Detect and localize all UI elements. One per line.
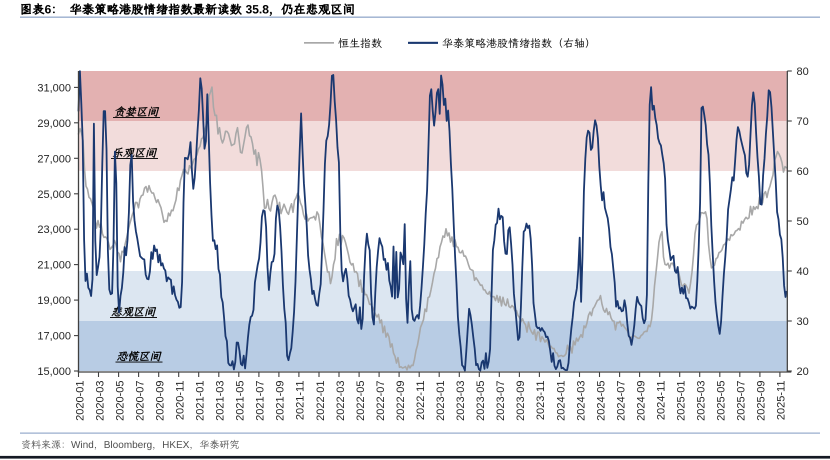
svg-text:2021-05: 2021-05 — [235, 381, 247, 421]
svg-text:2020-05: 2020-05 — [114, 381, 126, 421]
svg-text:2020-11: 2020-11 — [175, 381, 187, 421]
svg-text:2020-03: 2020-03 — [94, 381, 106, 421]
svg-text:21,000: 21,000 — [37, 260, 71, 272]
svg-text:2024-03: 2024-03 — [575, 381, 587, 421]
svg-text:2021-01: 2021-01 — [195, 381, 207, 421]
svg-text:2020-07: 2020-07 — [134, 381, 146, 421]
svg-text:2023-09: 2023-09 — [515, 381, 527, 421]
svg-text:2025-05: 2025-05 — [716, 381, 728, 421]
svg-text:2022-05: 2022-05 — [355, 381, 367, 421]
svg-text:2024-11: 2024-11 — [656, 381, 668, 421]
svg-text:27,000: 27,000 — [37, 153, 71, 165]
svg-text:2024-07: 2024-07 — [615, 381, 627, 421]
svg-text:2023-07: 2023-07 — [495, 380, 507, 420]
svg-text:2022-09: 2022-09 — [395, 381, 407, 421]
svg-text:60: 60 — [797, 166, 809, 178]
svg-text:2025-09: 2025-09 — [756, 381, 768, 421]
svg-text:15,000: 15,000 — [37, 366, 71, 378]
svg-text:2024-01: 2024-01 — [555, 381, 567, 421]
svg-text:17,000: 17,000 — [37, 331, 71, 343]
svg-text:2023-03: 2023-03 — [455, 381, 467, 421]
svg-text:29,000: 29,000 — [37, 118, 71, 130]
svg-text:2020-01: 2020-01 — [74, 381, 86, 421]
svg-text:2021-09: 2021-09 — [275, 381, 287, 421]
svg-text:25,000: 25,000 — [37, 189, 71, 201]
svg-text:2023-05: 2023-05 — [475, 380, 487, 420]
svg-text:2021-11: 2021-11 — [295, 381, 307, 421]
svg-text:2022-01: 2022-01 — [315, 381, 327, 421]
svg-text:23,000: 23,000 — [37, 224, 71, 236]
svg-text:2023-11: 2023-11 — [535, 381, 547, 421]
svg-text:2023-01: 2023-01 — [435, 381, 447, 421]
svg-text:2024-05: 2024-05 — [595, 381, 607, 421]
svg-text:70: 70 — [797, 116, 809, 128]
svg-text:2025-03: 2025-03 — [696, 381, 708, 421]
svg-text:19,000: 19,000 — [37, 295, 71, 307]
svg-text:30: 30 — [797, 316, 809, 328]
svg-text:2022-03: 2022-03 — [335, 381, 347, 421]
svg-text:80: 80 — [797, 66, 809, 78]
svg-text:2025-11: 2025-11 — [776, 381, 788, 421]
svg-text:2021-07: 2021-07 — [255, 381, 267, 421]
svg-text:2024-09: 2024-09 — [635, 381, 647, 421]
svg-text:31,000: 31,000 — [37, 82, 71, 94]
svg-text:2022-11: 2022-11 — [415, 381, 427, 421]
svg-text:2025-07: 2025-07 — [736, 381, 748, 421]
svg-text:50: 50 — [797, 216, 809, 228]
svg-text:2021-03: 2021-03 — [215, 381, 227, 421]
svg-text:2025-01: 2025-01 — [676, 381, 688, 421]
svg-text:2022-07: 2022-07 — [375, 381, 387, 421]
svg-text:40: 40 — [797, 266, 809, 278]
svg-text:20: 20 — [797, 366, 809, 378]
svg-text:2020-09: 2020-09 — [155, 381, 167, 421]
